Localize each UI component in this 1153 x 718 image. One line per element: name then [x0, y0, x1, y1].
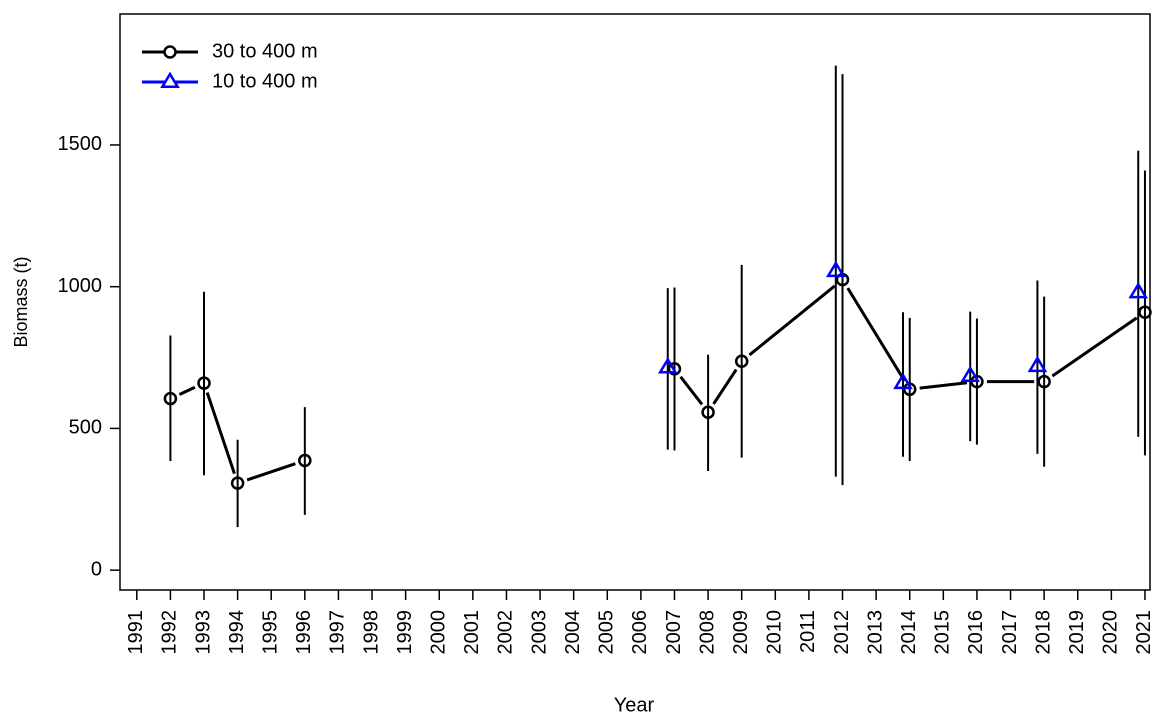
- x-tick-label: 1995: [260, 610, 282, 655]
- x-tick-label: 1994: [226, 610, 248, 655]
- x-tick-label: 2015: [932, 610, 954, 655]
- legend-marker: [163, 45, 177, 59]
- data-point: [657, 357, 678, 374]
- x-tick-label: 2011: [797, 610, 819, 653]
- data-point: [825, 260, 846, 278]
- x-tick-label: 2018: [1032, 610, 1054, 655]
- data-point: [667, 362, 682, 376]
- series-segment: [246, 462, 296, 482]
- x-tick-label: 2021: [1133, 610, 1153, 655]
- data-point: [960, 365, 981, 383]
- data-point: [893, 372, 913, 390]
- x-tick-label: 2013: [864, 610, 886, 655]
- x-tick-label: 2003: [528, 610, 550, 655]
- series-segment: [712, 368, 738, 405]
- series-segment: [205, 392, 236, 475]
- x-tick-label: 1991: [125, 610, 147, 655]
- legend-marker: [160, 71, 180, 89]
- x-tick-label: 2019: [1066, 610, 1088, 655]
- y-tick-label: 1000: [58, 275, 103, 297]
- data-point: [701, 405, 715, 420]
- data-point: [298, 453, 312, 468]
- data-point: [230, 476, 245, 490]
- x-tick-label: 2014: [898, 610, 920, 655]
- series-segment: [679, 375, 704, 406]
- x-tick-label: 2004: [562, 610, 584, 655]
- x-tick-label: 1996: [293, 610, 315, 655]
- x-tick-label: 2017: [999, 610, 1021, 655]
- x-tick-label: 2008: [696, 610, 718, 655]
- data-point: [197, 376, 211, 390]
- x-tick-label: 2016: [965, 610, 987, 655]
- x-axis-label: Year: [614, 694, 655, 716]
- x-tick-label: 2002: [495, 610, 517, 655]
- series-segment: [919, 381, 968, 390]
- y-tick-label: 500: [69, 417, 102, 439]
- x-tick-label: 1999: [394, 610, 416, 655]
- series-segment: [748, 284, 836, 357]
- x-tick-label: 2005: [596, 610, 618, 655]
- data-point: [1037, 374, 1051, 389]
- x-tick-label: 1993: [192, 610, 214, 655]
- x-tick-label: 2010: [764, 610, 786, 655]
- data-point: [1128, 281, 1149, 299]
- x-tick-label: 2001: [461, 610, 483, 655]
- series-segment: [846, 287, 906, 382]
- y-tick-label: 1500: [58, 133, 103, 155]
- x-tick-label: 2020: [1100, 610, 1122, 655]
- x-tick-label: 2012: [831, 610, 853, 655]
- legend-label: 10 to 400 m: [212, 70, 318, 92]
- data-point: [163, 391, 178, 406]
- x-tick-label: 1998: [360, 610, 382, 655]
- x-tick-label: 2006: [629, 610, 651, 655]
- data-point: [1027, 355, 1048, 373]
- x-tick-label: 1992: [159, 610, 181, 655]
- data-point: [734, 354, 749, 368]
- y-axis-label: Biomass (t): [11, 256, 31, 347]
- series-segment: [178, 385, 196, 396]
- x-tick-label: 2009: [730, 610, 752, 655]
- data-point: [902, 382, 917, 397]
- data-point: [1138, 305, 1152, 319]
- x-tick-label: 1997: [327, 610, 349, 655]
- x-tick-label: 2000: [428, 610, 450, 655]
- series-segment: [1051, 316, 1138, 378]
- plot-frame: [119, 13, 1151, 591]
- legend-label: 30 to 400 m: [212, 40, 318, 62]
- x-tick-label: 2007: [663, 610, 685, 655]
- y-tick-label: 0: [91, 558, 102, 580]
